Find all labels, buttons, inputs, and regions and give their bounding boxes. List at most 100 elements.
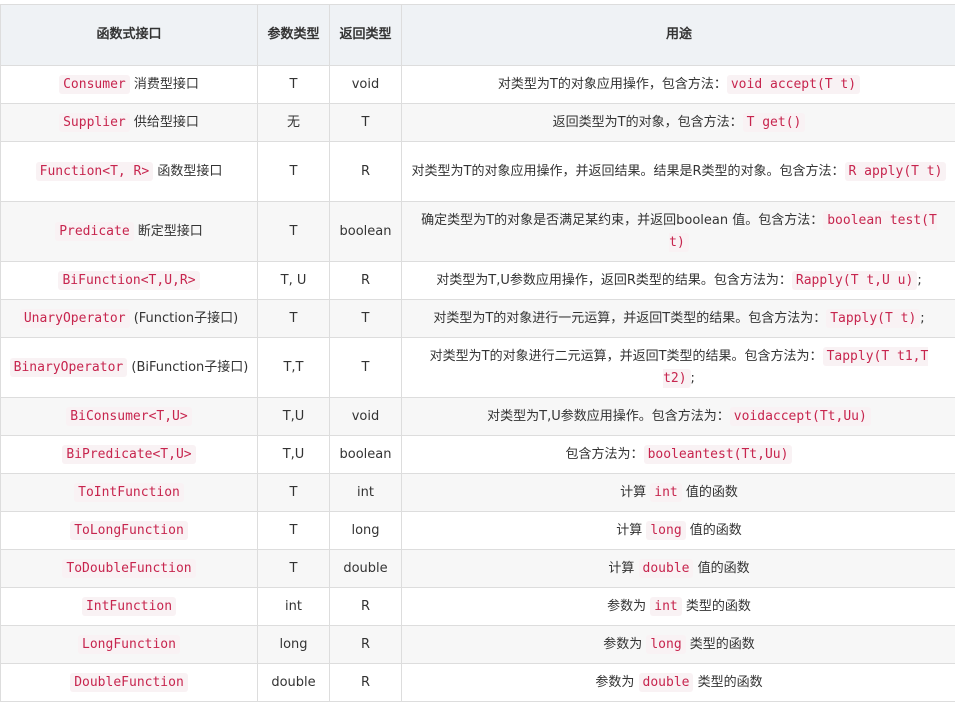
interface-cell: IntFunction <box>0 587 258 626</box>
usage-suffix: 类型的函数 <box>685 636 755 652</box>
method-signature: voidaccept(Tt,Uu) <box>729 406 871 426</box>
method-signature: R apply(T t) <box>844 161 947 181</box>
header-return-type: 返回类型 <box>329 4 402 66</box>
interface-name: LongFunction <box>78 634 180 654</box>
usage-suffix: 类型的函数 <box>693 674 763 690</box>
table-row: ToLongFunction T long 计算 long 值的函数 <box>0 511 955 550</box>
usage-text: 计算 <box>616 522 647 538</box>
param-type-cell: T,U <box>257 435 330 474</box>
method-signature: double <box>638 672 694 692</box>
usage-cell: 参数为 double 类型的函数 <box>401 663 955 702</box>
interface-name: Predicate <box>55 221 134 241</box>
usage-cell: 参数为 int 类型的函数 <box>401 587 955 626</box>
usage-suffix: 类型的函数 <box>681 598 751 614</box>
return-type-cell: R <box>329 141 402 202</box>
param-type-cell: long <box>257 625 330 664</box>
interface-cell: ToIntFunction <box>0 473 258 512</box>
param-type-cell: T <box>257 511 330 550</box>
usage-cell: 对类型为T,U参数应用操作，返回R类型的结果。包含方法为： Rapply(T t,… <box>401 261 955 300</box>
usage-text: 对类型为T的对象进行一元运算，并返回T类型的结果。包含方法为： <box>433 310 827 326</box>
interface-note: 断定型接口 <box>133 223 203 239</box>
return-type-cell: double <box>329 549 402 588</box>
usage-cell: 计算 long 值的函数 <box>401 511 955 550</box>
header-row: 函数式接口 参数类型 返回类型 用途 <box>0 4 955 66</box>
return-type-cell: R <box>329 663 402 702</box>
usage-cell: 参数为 long 类型的函数 <box>401 625 955 664</box>
usage-text: 参数为 <box>607 598 651 614</box>
method-signature: long <box>646 634 686 654</box>
method-signature: int <box>650 596 682 616</box>
table-row: Consumer 消费型接口 T void 对类型为T的对象应用操作，包含方法：… <box>0 65 955 104</box>
table-row: LongFunction long R 参数为 long 类型的函数 <box>0 625 955 664</box>
table-row: ToIntFunction T int 计算 int 值的函数 <box>0 473 955 512</box>
table-row: BinaryOperator (BiFunction子接口) T,T T 对类型… <box>0 337 955 398</box>
interface-name: BinaryOperator <box>9 357 128 377</box>
interface-cell: Supplier 供给型接口 <box>0 103 258 142</box>
interface-name: ToDoubleFunction <box>62 558 196 578</box>
interface-cell: Consumer 消费型接口 <box>0 65 258 104</box>
method-signature: T get() <box>742 112 806 132</box>
usage-text: 返回类型为T的对象，包含方法： <box>552 114 743 130</box>
interface-name: DoubleFunction <box>70 672 188 692</box>
method-signature: int <box>650 482 682 502</box>
usage-suffix: ; <box>917 272 922 288</box>
table-row: BiConsumer<T,U> T,U void 对类型为T,U参数应用操作。包… <box>0 397 955 436</box>
param-type-cell: 无 <box>257 103 330 142</box>
usage-text: 对类型为T的对象应用操作，包含方法： <box>497 76 727 92</box>
usage-text: 计算 <box>620 484 651 500</box>
usage-cell: 对类型为T的对象应用操作，并返回结果。结果是R类型的对象。包含方法： R appl… <box>401 141 955 202</box>
param-type-cell: T <box>257 549 330 588</box>
interface-name: BiPredicate<T,U> <box>62 444 196 464</box>
method-signature: long <box>646 520 686 540</box>
interface-cell: BinaryOperator (BiFunction子接口) <box>0 337 258 398</box>
interface-cell: Function<T, R> 函数型接口 <box>0 141 258 202</box>
interface-cell: Predicate 断定型接口 <box>0 201 258 262</box>
usage-text: 对类型为T的对象应用操作，并返回结果。结果是R类型的对象。包含方法： <box>411 163 845 179</box>
param-type-cell: T, U <box>257 261 330 300</box>
interface-cell: DoubleFunction <box>0 663 258 702</box>
param-type-cell: int <box>257 587 330 626</box>
return-type-cell: T <box>329 103 402 142</box>
usage-cell: 对类型为T,U参数应用操作。包含方法为： voidaccept(Tt,Uu) <box>401 397 955 436</box>
usage-suffix: ; <box>920 310 925 326</box>
table-row: UnaryOperator (Function子接口) T T 对类型为T的对象… <box>0 299 955 338</box>
param-type-cell: T <box>257 141 330 202</box>
usage-text: 包含方法为： <box>565 446 644 462</box>
usage-text: 计算 <box>608 560 639 576</box>
method-signature: double <box>638 558 694 578</box>
param-type-cell: T <box>257 201 330 262</box>
method-signature: Rapply(T t,U u) <box>791 270 918 290</box>
interface-note: (BiFunction子接口) <box>127 359 249 375</box>
interface-cell: UnaryOperator (Function子接口) <box>0 299 258 338</box>
usage-suffix: ; <box>690 370 695 386</box>
usage-text: 对类型为T,U参数应用操作，返回R类型的结果。包含方法为： <box>436 272 792 288</box>
usage-suffix: 值的函数 <box>685 522 742 538</box>
return-type-cell: R <box>329 587 402 626</box>
usage-cell: 对类型为T的对象应用操作，包含方法： void accept(T t) <box>401 65 955 104</box>
interface-note: (Function子接口) <box>129 310 239 326</box>
table-row: ToDoubleFunction T double 计算 double 值的函数 <box>0 549 955 588</box>
interface-name: ToIntFunction <box>74 482 184 502</box>
table-row: Supplier 供给型接口 无 T 返回类型为T的对象，包含方法： T get(… <box>0 103 955 142</box>
return-type-cell: R <box>329 625 402 664</box>
usage-cell: 计算 double 值的函数 <box>401 549 955 588</box>
table-row: Function<T, R> 函数型接口 T R 对类型为T的对象应用操作，并返… <box>0 141 955 202</box>
method-signature: Tapply(T t) <box>826 308 921 328</box>
param-type-cell: T,U <box>257 397 330 436</box>
header-usage: 用途 <box>401 4 955 66</box>
interface-name: Supplier <box>59 112 130 132</box>
interface-name: Consumer <box>59 74 130 94</box>
usage-cell: 包含方法为： booleantest(Tt,Uu) <box>401 435 955 474</box>
usage-cell: 返回类型为T的对象，包含方法： T get() <box>401 103 955 142</box>
param-type-cell: T <box>257 473 330 512</box>
header-interface: 函数式接口 <box>0 4 258 66</box>
return-type-cell: R <box>329 261 402 300</box>
interface-name: Function<T, R> <box>35 161 154 181</box>
return-type-cell: long <box>329 511 402 550</box>
method-signature: void accept(T t) <box>726 74 861 94</box>
usage-text: 对类型为T,U参数应用操作。包含方法为： <box>487 408 730 424</box>
return-type-cell: void <box>329 397 402 436</box>
table-row: BiPredicate<T,U> T,U boolean 包含方法为： boole… <box>0 435 955 474</box>
table-row: BiFunction<T,U,R> T, U R 对类型为T,U参数应用操作，返… <box>0 261 955 300</box>
interface-name: UnaryOperator <box>19 308 130 328</box>
